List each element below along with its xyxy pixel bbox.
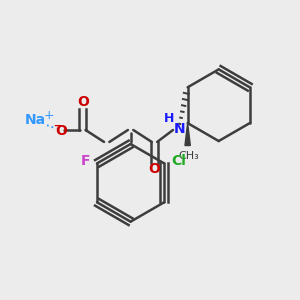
Text: CH₃: CH₃ [178,152,199,161]
Text: H: H [164,112,175,124]
Text: O: O [56,124,67,138]
Polygon shape [185,123,190,146]
Text: N: N [174,122,185,136]
Text: O: O [148,162,160,176]
Text: –: – [53,118,61,133]
Text: F: F [81,154,90,168]
Text: Na: Na [25,113,46,127]
Text: Cl: Cl [171,154,186,168]
Text: +: + [44,109,55,122]
Text: O: O [77,95,89,109]
